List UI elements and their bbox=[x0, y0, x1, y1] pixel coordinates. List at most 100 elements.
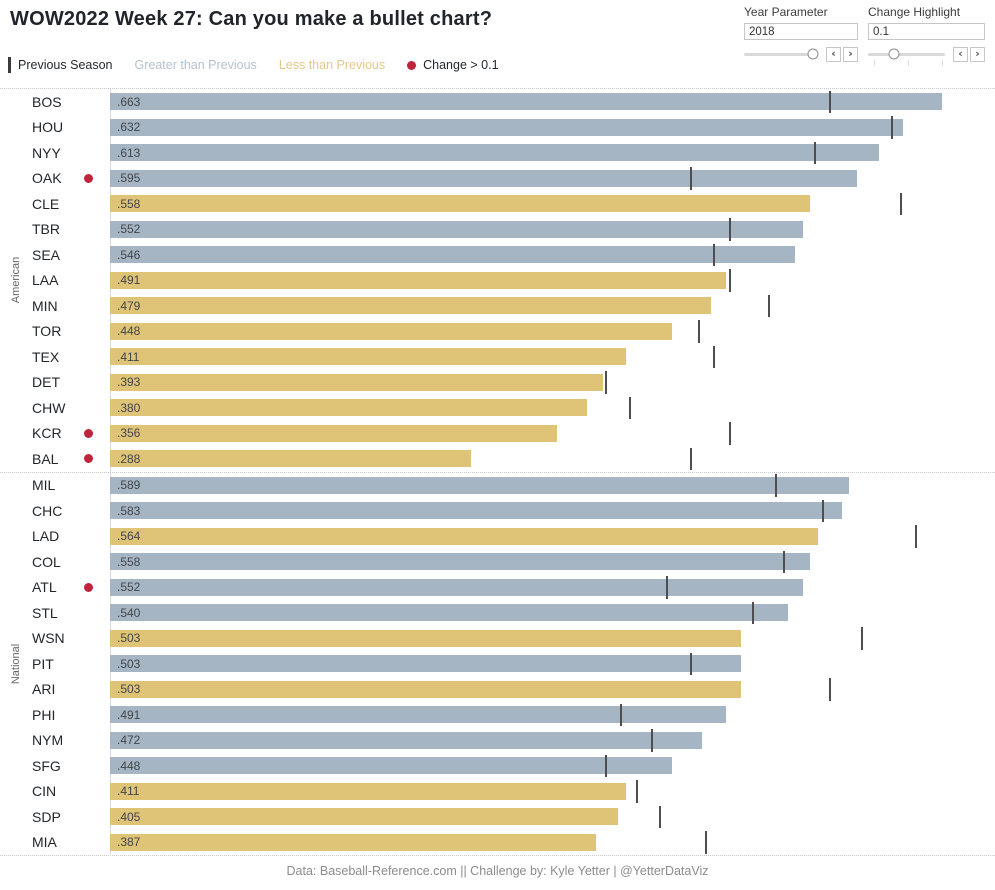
bullet-bar[interactable]: .663 bbox=[110, 93, 942, 111]
change-next-button[interactable]: › bbox=[970, 46, 985, 62]
bullet-bar[interactable]: .387 bbox=[110, 833, 596, 851]
team-label: LAD bbox=[32, 528, 60, 545]
bar-value-label: .632 bbox=[117, 120, 141, 135]
bar-area: .558 bbox=[110, 549, 995, 575]
team-label: PIT bbox=[32, 655, 54, 672]
team-label: CIN bbox=[32, 783, 57, 800]
team-row: ARI .503 bbox=[32, 677, 995, 703]
change-dot-cell bbox=[78, 428, 98, 438]
bullet-bar[interactable]: .540 bbox=[110, 604, 788, 622]
change-highlight-slider[interactable] bbox=[868, 48, 945, 66]
previous-season-tick bbox=[822, 499, 824, 522]
change-prev-button[interactable]: ‹ bbox=[953, 46, 968, 62]
bullet-bar[interactable]: .564 bbox=[110, 527, 818, 545]
bullet-bar[interactable]: .583 bbox=[110, 502, 842, 520]
change-slider-handle[interactable] bbox=[888, 48, 900, 60]
previous-season-tick bbox=[666, 576, 668, 599]
bullet-bar[interactable]: .491 bbox=[110, 271, 726, 289]
bullet-bar[interactable]: .589 bbox=[110, 476, 849, 494]
legend-item-less[interactable]: Less than Previous bbox=[279, 58, 385, 72]
team-row: DET .393 bbox=[32, 370, 995, 396]
team-label: COL bbox=[32, 553, 61, 570]
legend-item-previous-season[interactable]: Previous Season bbox=[8, 57, 113, 73]
bullet-bar[interactable]: .393 bbox=[110, 373, 603, 391]
team-row: LAA .491 bbox=[32, 268, 995, 294]
bar-area: .632 bbox=[110, 115, 995, 141]
team-row: CHC .583 bbox=[32, 498, 995, 524]
bar-value-label: .491 bbox=[117, 273, 141, 288]
legend-item-greater[interactable]: Greater than Previous bbox=[135, 58, 257, 72]
team-row: SEA .546 bbox=[32, 242, 995, 268]
team-label: STL bbox=[32, 604, 58, 621]
team-row: BAL .288 bbox=[32, 446, 995, 472]
team-row: TBR .552 bbox=[32, 217, 995, 243]
bar-value-label: .405 bbox=[117, 809, 141, 824]
team-row: CHW .380 bbox=[32, 395, 995, 421]
bar-area: .411 bbox=[110, 779, 995, 805]
legend-item-change[interactable]: Change > 0.1 bbox=[407, 58, 499, 72]
previous-season-tick bbox=[690, 167, 692, 190]
bar-value-label: .595 bbox=[117, 171, 141, 186]
bullet-bar[interactable]: .595 bbox=[110, 169, 857, 187]
league-label: American bbox=[10, 257, 22, 304]
bullet-bar[interactable]: .491 bbox=[110, 706, 726, 724]
bar-value-label: .448 bbox=[117, 324, 141, 339]
bullet-bar[interactable]: .472 bbox=[110, 731, 702, 749]
bar-area: .491 bbox=[110, 268, 995, 294]
team-row: CLE .558 bbox=[32, 191, 995, 217]
bullet-bar[interactable]: .380 bbox=[110, 399, 587, 417]
league-group: National MIL .589 CHC .583 LAD .564 COL .558 ATL.… bbox=[0, 471, 995, 856]
bullet-bar[interactable]: .558 bbox=[110, 195, 810, 213]
bar-area: .405 bbox=[110, 804, 995, 830]
change-highlight-input[interactable] bbox=[868, 23, 985, 40]
year-parameter-input[interactable] bbox=[744, 23, 858, 40]
bullet-bar[interactable]: .546 bbox=[110, 246, 795, 264]
bar-value-label: .448 bbox=[117, 758, 141, 773]
bullet-bar[interactable]: .448 bbox=[110, 322, 672, 340]
year-parameter-control: Year Parameter ‹ › bbox=[744, 5, 858, 62]
bullet-bar[interactable]: .503 bbox=[110, 655, 741, 673]
team-label: SFG bbox=[32, 757, 61, 774]
year-slider-handle[interactable] bbox=[807, 48, 819, 60]
year-next-button[interactable]: › bbox=[843, 46, 858, 62]
previous-season-tick bbox=[605, 754, 607, 777]
bullet-bar[interactable]: .448 bbox=[110, 757, 672, 775]
bullet-bar[interactable]: .411 bbox=[110, 348, 626, 366]
team-row: HOU .632 bbox=[32, 115, 995, 141]
bullet-bar[interactable]: .405 bbox=[110, 808, 618, 826]
bullet-bar[interactable]: .356 bbox=[110, 424, 557, 442]
bullet-bar[interactable]: .632 bbox=[110, 118, 903, 136]
bar-area: .552 bbox=[110, 217, 995, 243]
bullet-bar[interactable]: .552 bbox=[110, 578, 803, 596]
bullet-bar[interactable]: .288 bbox=[110, 450, 471, 468]
previous-season-tick bbox=[636, 780, 638, 803]
league-label: National bbox=[10, 643, 22, 684]
previous-season-tick bbox=[713, 243, 715, 266]
bullet-bar[interactable]: .503 bbox=[110, 680, 741, 698]
change-highlight-dot bbox=[83, 428, 93, 438]
bullet-bar[interactable]: .479 bbox=[110, 297, 711, 315]
bar-value-label: .411 bbox=[117, 349, 140, 364]
bullet-bar[interactable]: .503 bbox=[110, 629, 741, 647]
bullet-bar[interactable]: .558 bbox=[110, 553, 810, 571]
year-parameter-slider[interactable] bbox=[744, 48, 819, 60]
year-prev-button[interactable]: ‹ bbox=[826, 46, 841, 62]
change-highlight-control: Change Highlight ‹ › bbox=[868, 5, 985, 66]
previous-season-tick bbox=[698, 320, 700, 343]
previous-season-tick bbox=[729, 269, 731, 292]
league-group: American BOS .663 HOU .632 NYY .613 OAK .595 CLE.… bbox=[0, 88, 995, 472]
bar-value-label: .540 bbox=[117, 605, 141, 620]
bar-value-label: .613 bbox=[117, 145, 141, 160]
team-label: SEA bbox=[32, 246, 61, 263]
bar-area: .540 bbox=[110, 600, 995, 626]
team-row: WSN .503 bbox=[32, 626, 995, 652]
footer-caption: Data: Baseball-Reference.com || Challeng… bbox=[286, 864, 709, 878]
bullet-bar[interactable]: .411 bbox=[110, 782, 626, 800]
bar-area: .380 bbox=[110, 395, 995, 421]
bar-value-label: .552 bbox=[117, 580, 141, 595]
bullet-bar[interactable]: .613 bbox=[110, 144, 879, 162]
bullet-bar[interactable]: .552 bbox=[110, 220, 803, 238]
legend: Previous Season Greater than Previous Le… bbox=[8, 54, 499, 76]
bar-area: .448 bbox=[110, 753, 995, 779]
bar-value-label: .503 bbox=[117, 656, 141, 671]
